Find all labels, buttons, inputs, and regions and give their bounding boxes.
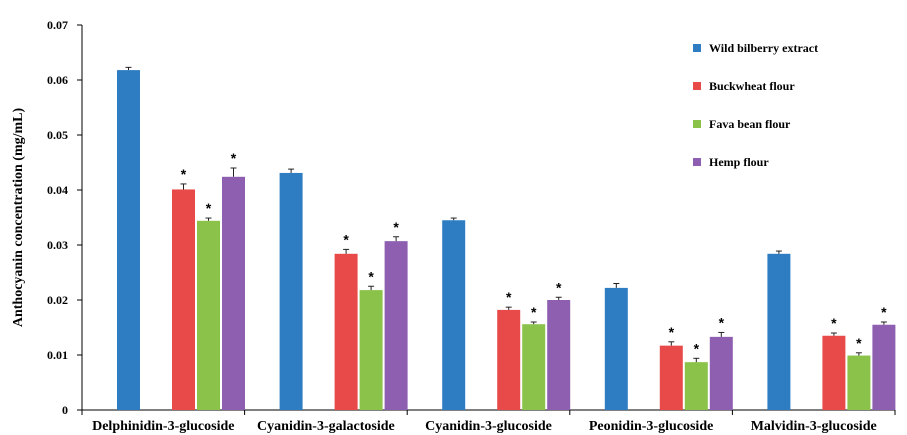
bar-0-4 [767,253,791,410]
bar-2-0 [197,220,220,410]
legend-label: Hemp flour [709,155,769,169]
significance-marker: * [531,304,537,320]
significance-marker: * [343,231,349,247]
y-tick-label: 0.03 [47,238,68,252]
bar-0-1 [279,172,303,410]
y-axis-title: Anthocyanin concentration (mg/mL) [11,108,26,328]
bar-0-2 [442,220,466,410]
bar-2-2 [522,324,546,410]
y-tick-label: 0.05 [47,128,68,142]
y-tick-label: 0.04 [47,183,68,197]
bar-3-3 [709,336,733,410]
bar-1-1 [334,253,358,410]
bar-1-2 [497,309,521,410]
significance-marker: * [231,150,237,166]
x-category-label: Cyanidin-3-glucoside [425,419,552,434]
legend-swatch [693,44,701,52]
x-category-label: Malvidin-3-glucoside [751,419,877,434]
significance-marker: * [393,219,399,235]
significance-marker: * [368,268,374,284]
significance-marker: * [694,340,700,356]
significance-marker: * [669,324,675,340]
significance-marker: * [556,279,562,295]
x-category-label: Delphinidin-3-glucoside [92,419,234,434]
significance-marker: * [856,335,862,351]
bar-1-3 [659,345,683,410]
significance-marker: * [719,314,725,330]
y-tick-label: 0 [62,403,68,417]
chart-legend: Wild bilberry extract Buckwheat flour Fava… [693,41,818,169]
legend-swatch [693,82,701,90]
bar-2-1 [359,290,383,410]
x-category-label: Peonidin-3-glucoside [589,419,713,434]
x-category-label: Cyanidin-3-galactoside [257,419,395,434]
significance-marker: * [506,289,512,305]
y-tick-label: 0.07 [47,18,68,32]
bar-3-4 [872,324,896,410]
bar-1-0 [172,189,195,410]
significance-marker: * [881,304,887,320]
y-tick-label: 0.06 [47,73,68,87]
y-tick-label: 0.02 [47,293,68,307]
bar-3-2 [547,300,571,410]
significance-marker: * [206,200,212,216]
legend-label: Wild bilberry extract [709,41,818,55]
chart-bars [117,66,896,410]
chart-labels: 0 0.01 0.02 0.03 0.04 0.05 0.06 0.07 Anthocyanin… [11,18,887,434]
bar-3-0 [222,176,245,410]
legend-swatch [693,158,701,166]
bar-2-4 [847,355,871,410]
bar-0-3 [604,287,628,410]
legend-label: Fava bean flour [709,117,791,131]
bar-1-4 [822,335,846,410]
bar-2-3 [684,362,708,410]
legend-label: Buckwheat flour [709,79,795,93]
y-tick-label: 0.01 [47,348,68,362]
bar-3-1 [384,241,408,410]
significance-marker: * [831,315,837,331]
bar-0-0 [117,70,140,410]
legend-swatch [693,120,701,128]
significance-marker: * [181,166,187,182]
